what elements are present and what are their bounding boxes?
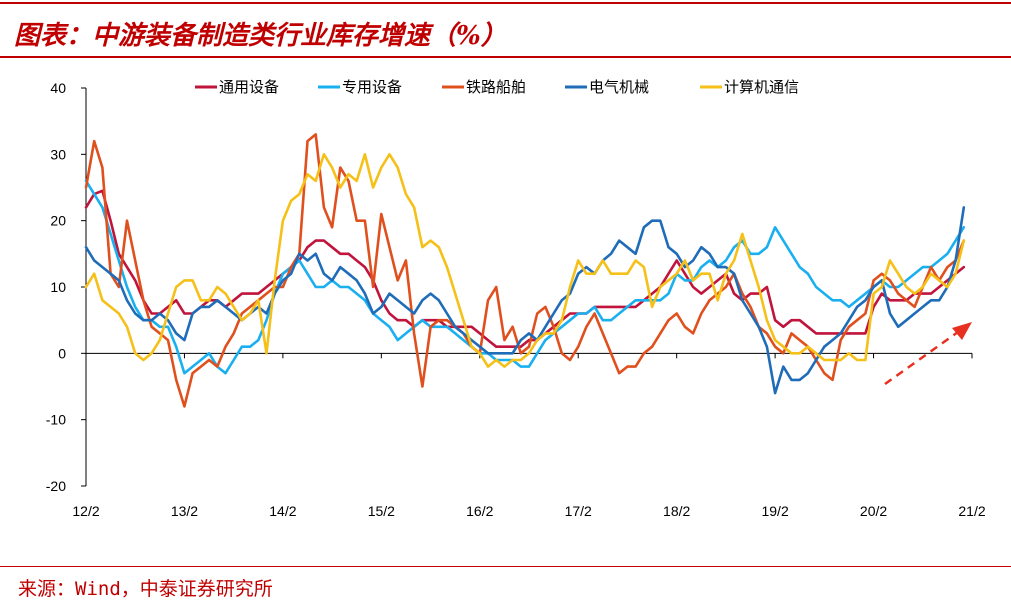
x-tick-label: 13/2 <box>171 503 198 519</box>
x-tick-label: 21/2 <box>958 503 985 519</box>
chart-annotations <box>884 322 972 386</box>
title-underline <box>0 56 1011 58</box>
y-tick-label: -10 <box>46 412 66 428</box>
series-line-4 <box>84 206 966 395</box>
y-tick-label: 20 <box>50 213 66 229</box>
legend-label-2: 专用设备 <box>342 78 402 96</box>
trend-arrow-head <box>952 322 972 340</box>
legend-label-5: 计算机通信 <box>724 78 799 96</box>
y-tick-label: 30 <box>50 146 66 162</box>
series-line-2 <box>84 179 966 375</box>
figure-title: 图表：中游装备制造类行业库存增速（%） <box>14 21 507 51</box>
title-bar: 图表：中游装备制造类行业库存增速（%） <box>0 6 1011 58</box>
chart-axes: 40 30 20 10 0 -10 -20 12/2 13/2 14/2 15/2 16/2 17/2 1… <box>46 80 986 519</box>
line-chart: 40 30 20 10 0 -10 -20 12/2 13/2 14/2 15/2 16/2 17/2 1… <box>46 78 986 519</box>
chart-legend: 通用设备 专用设备 铁路船舶 电气机械 计算机通信 <box>195 78 799 96</box>
legend-label-1: 通用设备 <box>219 78 279 96</box>
x-tick-label: 19/2 <box>761 503 788 519</box>
x-tick-label: 14/2 <box>269 503 296 519</box>
x-tick-label: 15/2 <box>368 503 395 519</box>
chart-series <box>84 133 966 408</box>
legend-label-4: 电气机械 <box>589 78 649 96</box>
x-tick-label: 18/2 <box>663 503 690 519</box>
series-line-3 <box>84 133 966 408</box>
x-tick-label: 17/2 <box>565 503 592 519</box>
top-rule <box>0 2 1011 4</box>
x-tick-label: 20/2 <box>860 503 887 519</box>
x-tick-label: 16/2 <box>466 503 493 519</box>
series-line-1 <box>84 189 966 348</box>
y-tick-label: 40 <box>50 80 66 96</box>
y-tick-label: 10 <box>50 279 66 295</box>
bottom-rule <box>0 566 1011 567</box>
legend-label-3: 铁路船舶 <box>466 78 526 96</box>
y-tick-label: -20 <box>46 478 66 494</box>
series-line-5 <box>84 153 966 368</box>
source-note: 来源：Wind，中泰证券研究所 <box>18 578 273 600</box>
trend-arrow-line <box>884 330 959 386</box>
y-tick-label: 0 <box>58 345 66 361</box>
x-tick-label: 12/2 <box>72 503 99 519</box>
